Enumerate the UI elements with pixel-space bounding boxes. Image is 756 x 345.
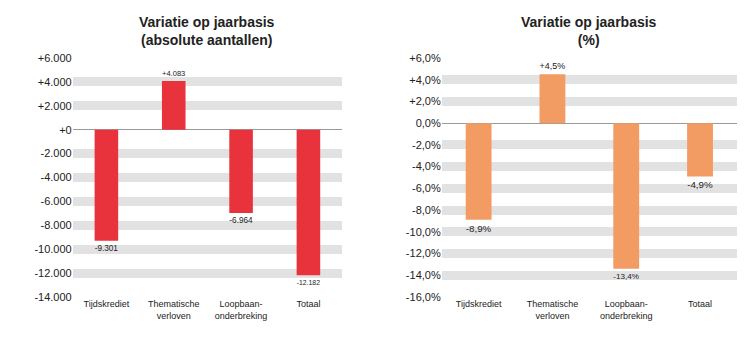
svg-text:+2.000: +2.000 [38,100,72,112]
svg-text:Variatie op jaarbasis(absolute: Variatie op jaarbasis(absolute aantallen… [139,14,275,48]
svg-text:+4,5%: +4,5% [540,61,566,71]
svg-text:-6.964: -6.964 [229,216,253,225]
svg-text:Tijdskrediet: Tijdskrediet [84,299,130,309]
svg-text:-13,4%: -13,4% [613,272,639,281]
svg-text:-2.000: -2.000 [41,147,72,159]
svg-text:-2,0%: -2,0% [412,139,441,151]
svg-text:+4,0%: +4,0% [409,74,441,86]
svg-text:-12.182: -12.182 [297,279,320,286]
svg-text:-9.301: -9.301 [95,244,119,253]
svg-text:-12,0%: -12,0% [406,247,441,259]
svg-text:-8,9%: -8,9% [466,223,492,234]
svg-text:+0: +0 [59,124,72,136]
svg-text:Loopbaan-onderbreking: Loopbaan-onderbreking [215,299,268,321]
svg-text:-6,0%: -6,0% [412,182,441,194]
svg-text:+4.083: +4.083 [162,69,185,78]
svg-text:-12.000: -12.000 [34,267,71,279]
svg-text:-10,0%: -10,0% [406,226,441,238]
svg-text:-6.000: -6.000 [41,195,72,207]
svg-text:Variatie op jaarbasis(%): Variatie op jaarbasis(%) [521,14,657,48]
svg-text:Totaal: Totaal [688,299,712,309]
svg-text:-4,9%: -4,9% [687,179,713,190]
svg-text:-14.000: -14.000 [34,291,71,303]
svg-text:+2,0%: +2,0% [409,95,441,107]
svg-text:Tijdskrediet: Tijdskrediet [456,299,502,309]
svg-text:+6,0%: +6,0% [409,52,441,64]
svg-text:Totaal: Totaal [296,299,320,309]
svg-text:Thematischeverloven: Thematischeverloven [527,299,579,321]
svg-text:-10.000: -10.000 [34,243,71,255]
svg-text:+6.000: +6.000 [38,52,72,64]
svg-text:Thematischeverloven: Thematischeverloven [148,299,200,321]
svg-text:-4.000: -4.000 [41,171,72,183]
svg-text:-14,0%: -14,0% [406,269,441,281]
svg-text:Loopbaan-onderbreking: Loopbaan-onderbreking [600,299,653,321]
svg-text:-4,0%: -4,0% [412,160,441,172]
svg-text:+4.000: +4.000 [38,76,72,88]
svg-text:0,0%: 0,0% [416,117,441,129]
svg-text:-8,0%: -8,0% [412,204,441,216]
svg-text:-8.000: -8.000 [41,219,72,231]
svg-text:-16,0%: -16,0% [406,291,441,303]
